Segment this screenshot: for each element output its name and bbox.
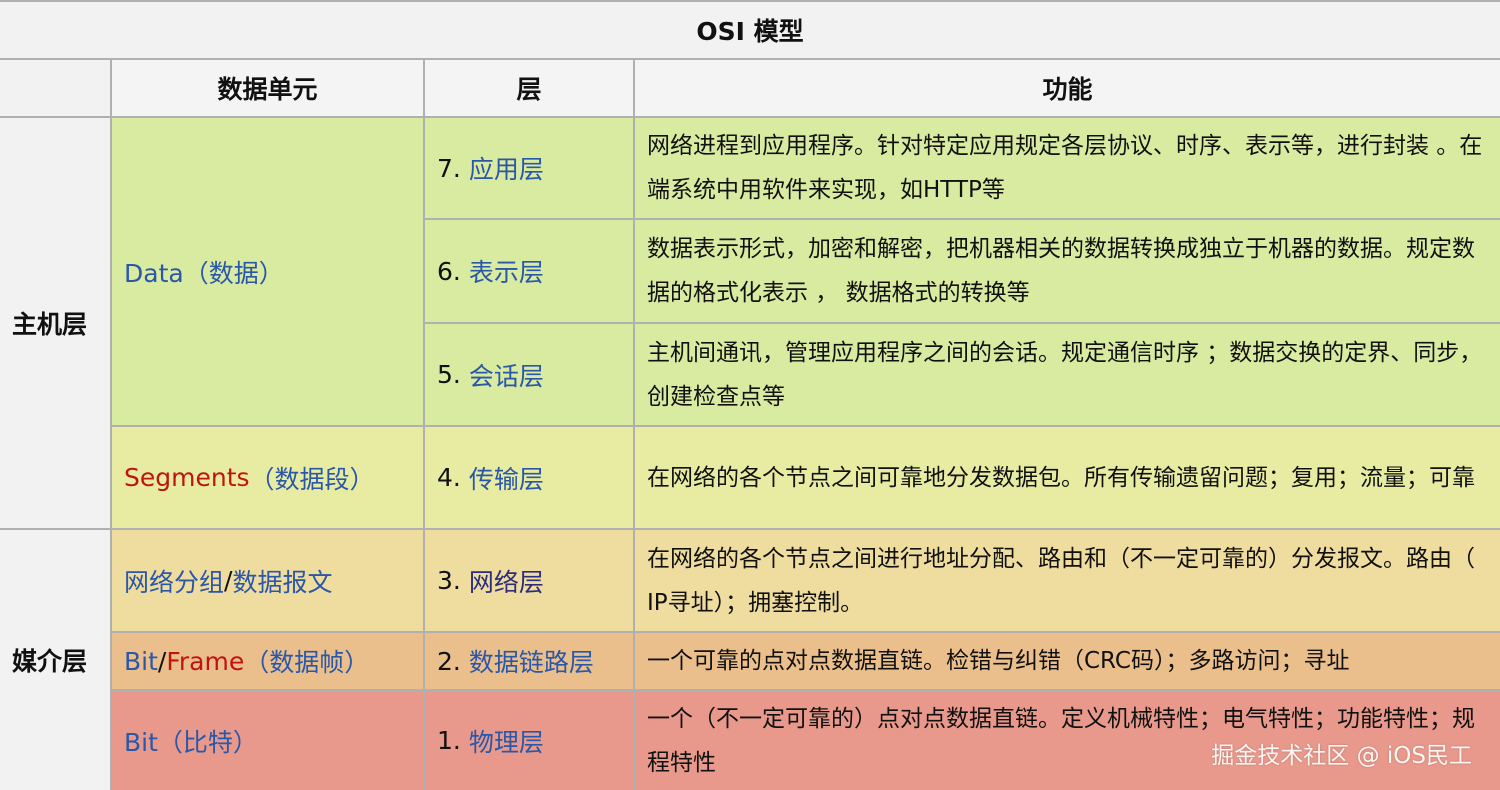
layer-number: 6. [437, 256, 461, 286]
table-title: OSI 模型 [0, 0, 1500, 60]
function-cell: 在网络的各个节点之间可靠地分发数据包。所有传输遗留问题；复用；流量；可靠 [635, 427, 1500, 530]
watermark: 掘金技术社区 @ iOS民工 [1211, 743, 1472, 769]
layer-cell: 1. 物理层 [425, 691, 635, 790]
layer-cell: 7. 应用层 [425, 118, 635, 220]
header-layer: 层 [425, 60, 635, 118]
layer-number: 5. [437, 360, 461, 389]
group-host: 主机层 [0, 118, 112, 530]
function-text: 数据表示形式，加密和解密，把机器相关的数据转换成独立于机器的数据。规定数据的格式… [647, 236, 1475, 306]
layer-number: 7. [437, 153, 461, 183]
function-cell: 在网络的各个节点之间进行地址分配、路由和（不一定可靠的）分发报文。路由（ IP寻… [635, 530, 1500, 633]
separator: / [157, 646, 167, 676]
header-unit-text: 数据单元 [217, 75, 318, 104]
layer-name-link[interactable]: 表示层 [468, 258, 544, 287]
unit-packet: 网络分组 / 数据报文 [112, 530, 425, 633]
function-text: 在网络的各个节点之间可靠地分发数据包。所有传输遗留问题；复用；流量；可靠 [647, 464, 1475, 491]
unit-bit: Bit（比特） [112, 691, 425, 790]
function-cell: 一个（不一定可靠的）点对点数据直链。定义机械特性；电气特性；功能特性；规程特性 [635, 691, 1500, 790]
unit-segments-zh[interactable]: （数据段） [249, 464, 375, 494]
layer-name-link[interactable]: 传输层 [468, 464, 544, 494]
function-text: 网络进程到应用程序。针对特定应用规定各层协议、时序、表示等，进行封装 。在端系统… [647, 133, 1483, 203]
function-text: 一个可靠的点对点数据直链。检错与纠错（CRC码）；多路访问；寻址 [647, 648, 1350, 674]
header-unit: 数据单元 [112, 60, 425, 118]
header-function: 功能 [635, 60, 1500, 118]
header-function-text: 功能 [1042, 75, 1093, 104]
layer-cell: 4. 传输层 [425, 427, 635, 530]
separator: / [224, 566, 233, 595]
layer-number: 3. [437, 566, 461, 595]
function-cell: 网络进程到应用程序。针对特定应用规定各层协议、时序、表示等，进行封装 。在端系统… [635, 118, 1500, 220]
group-media-label: 媒介层 [12, 647, 88, 676]
layer-cell: 6. 表示层 [425, 220, 635, 324]
function-cell: 一个可靠的点对点数据直链。检错与纠错（CRC码）；多路访问；寻址 [635, 633, 1500, 691]
title-text: OSI 模型 [696, 17, 804, 46]
layer-cell: 5. 会话层 [425, 324, 635, 427]
unit-segments-link[interactable]: Segments [124, 463, 250, 492]
layer-name-link[interactable]: 应用层 [468, 155, 544, 184]
header-blank [0, 60, 112, 118]
function-text: 一个（不一定可靠的）点对点数据直链。定义机械特性；电气特性；功能特性；规程特性 [647, 705, 1475, 776]
function-cell: 数据表示形式，加密和解密，把机器相关的数据转换成独立于机器的数据。规定数据的格式… [635, 220, 1500, 324]
group-host-label: 主机层 [12, 310, 88, 339]
unit-data-link[interactable]: Data（数据） [124, 258, 284, 288]
layer-number: 2. [437, 646, 461, 676]
layer-name-link[interactable]: 网络层 [468, 567, 544, 597]
function-text: 在网络的各个节点之间进行地址分配、路由和（不一定可靠的）分发报文。路由（ IP寻… [647, 545, 1475, 616]
unit-frame: Bit / Frame （数据帧） [112, 633, 425, 691]
unit-frame-zh[interactable]: （数据帧） [244, 648, 370, 677]
layer-name-link[interactable]: 数据链路层 [468, 648, 594, 677]
unit-bit-link[interactable]: Bit（比特） [124, 727, 258, 757]
layer-number: 4. [437, 463, 461, 492]
group-media: 媒介层 [0, 530, 112, 790]
layer-name-link[interactable]: 物理层 [468, 727, 544, 757]
function-cell: 主机间通讯，管理应用程序之间的会话。规定通信时序 ；数据交换的定界、同步，创建检… [635, 324, 1500, 427]
unit-data: Data（数据） [112, 118, 425, 427]
layer-cell: 2. 数据链路层 [425, 633, 635, 691]
layer-number: 1. [437, 726, 461, 755]
function-text: 主机间通讯，管理应用程序之间的会话。规定通信时序 ；数据交换的定界、同步，创建检… [647, 339, 1483, 410]
unit-segments: Segments （数据段） [112, 427, 425, 530]
unit-datagram-link[interactable]: 数据报文 [232, 567, 333, 597]
unit-packet-link[interactable]: 网络分组 [124, 567, 225, 597]
layer-cell: 3. 网络层 [425, 530, 635, 633]
unit-frame-link[interactable]: Frame [166, 646, 245, 676]
unit-bit-link[interactable]: Bit [124, 646, 158, 676]
layer-name-link[interactable]: 会话层 [468, 361, 544, 391]
header-layer-text: 层 [516, 75, 542, 104]
